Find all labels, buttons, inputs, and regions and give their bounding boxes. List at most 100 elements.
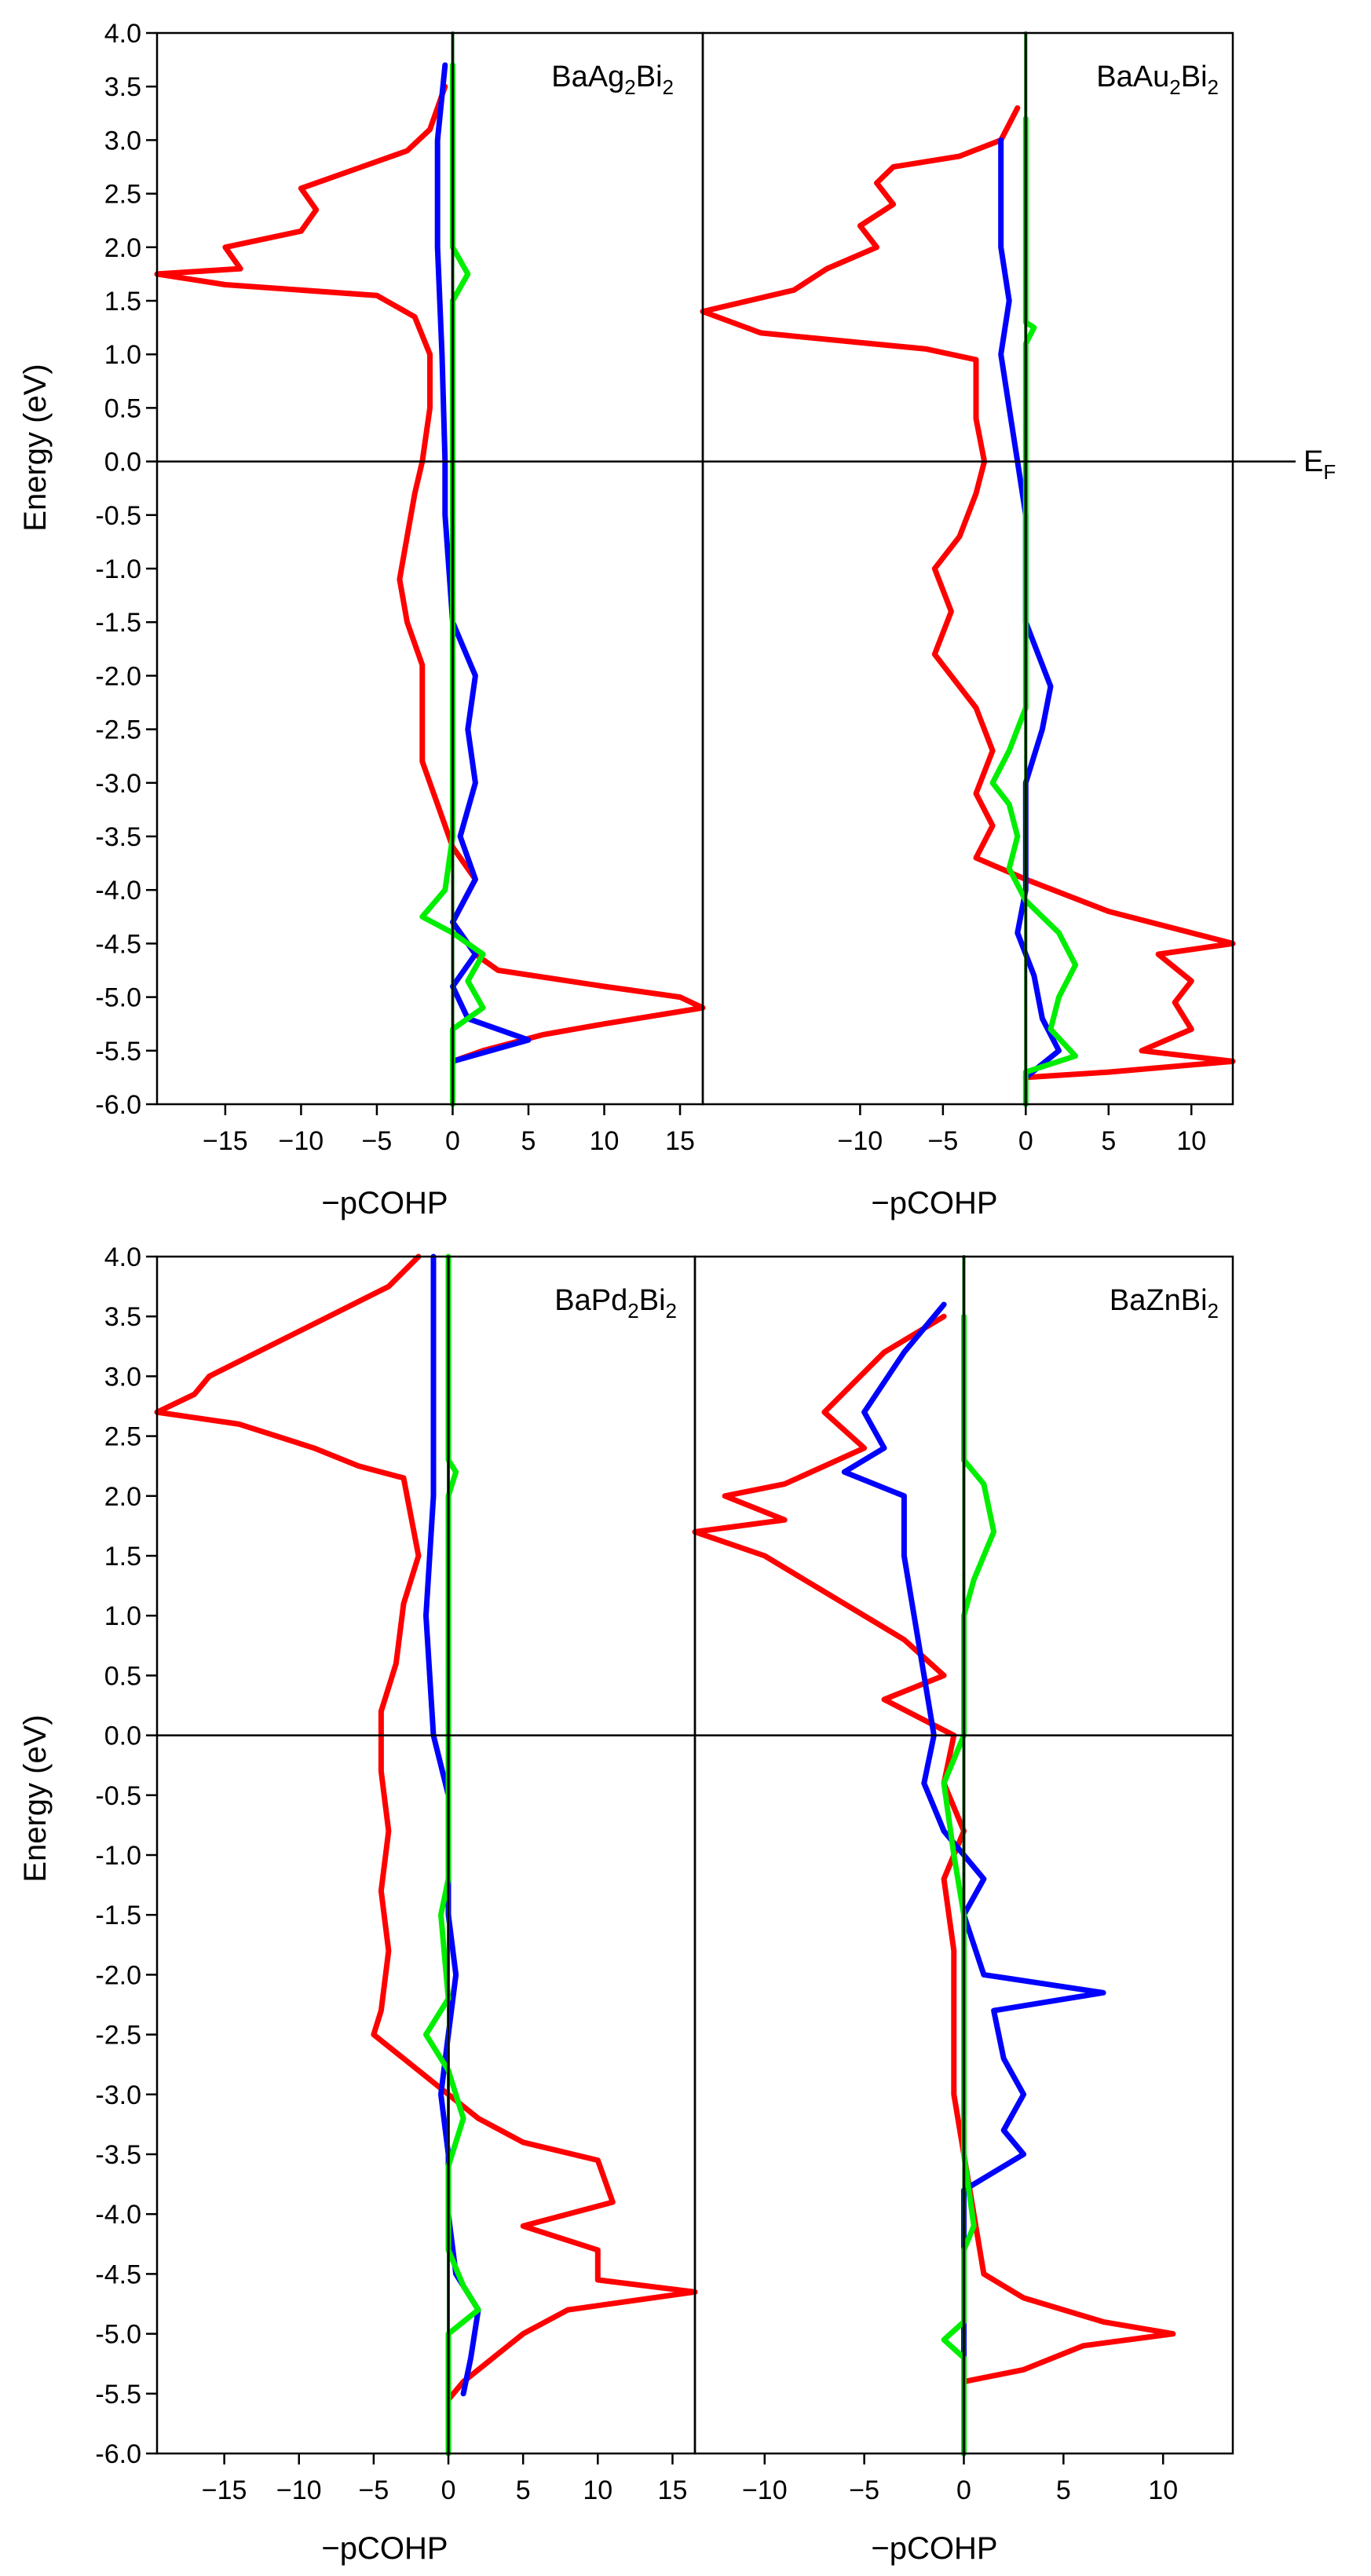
title-subscript: 2 xyxy=(627,1299,638,1323)
x-tick-label: −10 xyxy=(838,1126,883,1156)
y-tick-label: 3.0 xyxy=(104,126,141,156)
panel-baau2bi2: −10 −5 0 5 10 BaAu2Bi2 xyxy=(700,31,1296,1156)
plot-frame xyxy=(155,1255,696,2455)
series-line-2 xyxy=(998,137,1062,1081)
panel-baznbi2: −10 −5 0 5 10 BaZnBi2 xyxy=(692,1255,1234,2505)
x-tick-label: 15 xyxy=(658,2475,688,2505)
y-tick-label: -1.5 xyxy=(95,1901,141,1930)
series-line-1 xyxy=(700,105,1236,1081)
panel-bapd2bi2: −15 −10 −5 0 5 10 15 -6.0 -5.5 -5.0 -4.5 -4.0 -3.5 -3… xyxy=(95,1242,698,2505)
x-tick-label: 0 xyxy=(1018,1126,1033,1156)
series-line-3 xyxy=(423,1253,481,2457)
series-line-3 xyxy=(941,1313,997,2457)
y-axis-label-bottom: Energy (eV) xyxy=(18,1714,53,1882)
title-subscript: 2 xyxy=(663,75,674,99)
y-tick-label: 0.0 xyxy=(104,1722,141,1751)
title-subscript: 2 xyxy=(1208,1299,1219,1323)
plot-frame xyxy=(701,31,1234,1106)
x-tick-label: 5 xyxy=(516,2475,531,2505)
x-tick-label: 0 xyxy=(956,2475,971,2505)
series-line-2 xyxy=(434,62,532,1064)
y-tick-label: 3.5 xyxy=(104,72,141,102)
series-line-2 xyxy=(841,1301,1106,2457)
x-tick-label: 15 xyxy=(665,1126,695,1156)
y-tick-label: 1.0 xyxy=(104,1601,141,1631)
x-tick-label: −15 xyxy=(203,1126,248,1156)
y-tick-label: 2.0 xyxy=(104,1482,141,1512)
y-tick-label: -2.5 xyxy=(95,715,141,745)
x-axis-label-panel-4: −pCOHP xyxy=(871,2531,997,2566)
fermi-level-letter: E xyxy=(1303,445,1323,478)
x-tick-label: 5 xyxy=(521,1126,536,1156)
series-line-1 xyxy=(154,83,706,1064)
panel-title: BaAu2Bi2 xyxy=(1096,60,1219,99)
panel-title: BaPd2Bi2 xyxy=(554,1284,677,1323)
y-tick-label: 3.5 xyxy=(104,1302,141,1332)
y-tick-label: -5.0 xyxy=(95,983,141,1013)
y-tick-label: -6.0 xyxy=(95,2439,141,2469)
series-line-1 xyxy=(692,1313,1176,2385)
y-tick-label: 2.0 xyxy=(104,233,141,263)
y-tick-label: 1.0 xyxy=(104,340,141,370)
y-tick-label: -2.5 xyxy=(95,2021,141,2051)
y-tick-label: -3.5 xyxy=(95,2140,141,2170)
title-subscript: 2 xyxy=(1169,75,1180,99)
x-axis-label-panel-2: −pCOHP xyxy=(871,1186,997,1220)
y-tick-label: 2.5 xyxy=(104,180,141,210)
y-tick-label: -4.0 xyxy=(95,876,141,906)
plot-frame xyxy=(155,31,704,1106)
y-tick-label: -2.0 xyxy=(95,1960,141,1990)
panel-baag2bi2: −15 −10 −5 0 5 10 15 -6.0 -5.5 -5.0 -4.5 -4.0 -3.5 -3… xyxy=(95,19,706,1156)
panel-title: BaAg2Bi2 xyxy=(551,60,674,99)
y-tick-label: -4.5 xyxy=(95,2259,141,2289)
y-tick-label: -1.0 xyxy=(95,1841,141,1871)
title-text: BaZnBi xyxy=(1110,1284,1208,1317)
y-tick-label: -5.5 xyxy=(95,1037,141,1067)
y-tick-label: 0.5 xyxy=(104,393,141,423)
x-tick-label: 10 xyxy=(590,1126,620,1156)
x-axis-label-panel-1: −pCOHP xyxy=(321,1186,448,1220)
title-text: Bi xyxy=(636,60,663,93)
x-tick-label: 10 xyxy=(1176,1126,1206,1156)
fermi-level-subscript: F xyxy=(1323,460,1336,484)
y-tick-label: -5.0 xyxy=(95,2320,141,2350)
y-tick-label: -1.5 xyxy=(95,608,141,638)
title-subscript: 2 xyxy=(624,75,635,99)
y-tick-label: -3.0 xyxy=(95,2080,141,2110)
x-tick-label: 5 xyxy=(1101,1126,1116,1156)
y-tick-label: -3.5 xyxy=(95,822,141,852)
series-line-3 xyxy=(419,62,486,1107)
y-tick-label: 1.5 xyxy=(104,1542,141,1572)
y-tick-label: 4.0 xyxy=(104,19,141,49)
series-line-2 xyxy=(423,1253,481,2397)
y-tick-label: 4.0 xyxy=(104,1242,141,1272)
y-tick-label: -4.5 xyxy=(95,929,141,959)
y-tick-label: -4.0 xyxy=(95,2200,141,2230)
series-line-1 xyxy=(154,1253,698,2402)
x-tick-label: −15 xyxy=(202,2475,247,2505)
y-tick-label: 1.5 xyxy=(104,287,141,317)
y-tick-label: -1.0 xyxy=(95,554,141,584)
y-tick-label: 3.0 xyxy=(104,1362,141,1392)
x-tick-label: 10 xyxy=(1148,2475,1178,2505)
title-subscript: 2 xyxy=(1208,75,1219,99)
y-axis-label-top: Energy (eV) xyxy=(18,364,53,531)
y-tick-label: 0.0 xyxy=(104,448,141,478)
x-axis-label-panel-3: −pCOHP xyxy=(321,2531,448,2566)
x-tick-label: 0 xyxy=(441,2475,456,2505)
x-tick-label: −5 xyxy=(927,1126,958,1156)
x-tick-label: −10 xyxy=(742,2475,788,2505)
x-tick-label: 0 xyxy=(445,1126,460,1156)
panel-title: BaZnBi2 xyxy=(1110,1284,1219,1323)
title-text: BaAu xyxy=(1096,60,1169,93)
title-text: BaPd xyxy=(554,1284,627,1317)
title-text: Bi xyxy=(639,1284,666,1317)
x-tick-label: 5 xyxy=(1056,2475,1071,2505)
x-tick-label: 10 xyxy=(583,2475,612,2505)
fermi-level-label: EF xyxy=(1303,445,1336,484)
y-tick-label: -2.0 xyxy=(95,661,141,691)
y-tick-label: -0.5 xyxy=(95,1781,141,1811)
y-tick-label: -0.5 xyxy=(95,501,141,531)
x-tick-label: −10 xyxy=(279,1126,324,1156)
